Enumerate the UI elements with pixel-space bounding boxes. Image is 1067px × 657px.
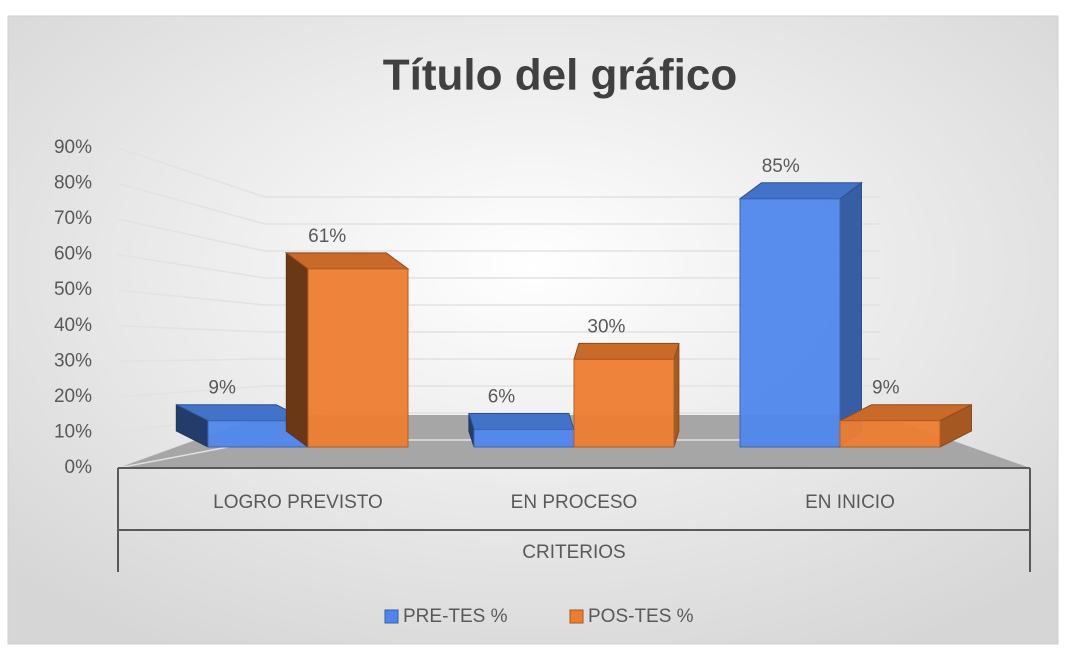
bar	[738, 181, 864, 448]
y-tick-label: 40%	[54, 315, 92, 336]
bar-side	[839, 181, 862, 448]
legend-swatch	[384, 609, 399, 624]
bar	[284, 251, 410, 448]
data-label: 9%	[872, 378, 900, 399]
bar-side	[673, 343, 680, 448]
x-axis-title: CRITERIOS	[522, 542, 625, 563]
y-tick-label: 10%	[54, 421, 92, 442]
grid-line	[117, 182, 880, 225]
grid-line	[117, 147, 880, 198]
grid-line	[117, 289, 880, 306]
bar-top	[284, 252, 410, 270]
x-tick-label: EN PROCESO	[511, 492, 638, 513]
data-label: 30%	[587, 316, 625, 337]
bar-front	[473, 428, 575, 448]
bar-side	[285, 251, 309, 448]
grid-line	[117, 325, 880, 333]
bar-front	[307, 268, 409, 448]
bar	[468, 412, 575, 448]
x-tick-label: EN INICIO	[805, 492, 895, 513]
bar-front	[739, 198, 841, 448]
bar	[839, 403, 972, 448]
y-tick-label: 90%	[54, 137, 92, 158]
grid-line	[117, 253, 880, 279]
data-label: 6%	[488, 386, 516, 407]
data-label: 61%	[308, 226, 346, 247]
y-tick-label: 30%	[54, 350, 92, 371]
bar	[573, 342, 680, 448]
bar-top	[573, 342, 680, 360]
bar-front	[839, 420, 941, 448]
data-label: 9%	[208, 378, 236, 399]
y-tick-label: 20%	[54, 386, 92, 407]
chart-title: Título del gráfico	[383, 51, 737, 100]
bar-front	[573, 358, 675, 448]
bar-top	[738, 182, 864, 200]
y-tick-label: 60%	[54, 244, 92, 265]
legend-label: POS-TES %	[588, 606, 694, 627]
grid-line	[117, 218, 880, 252]
y-tick-label: 70%	[54, 208, 92, 229]
y-tick-label: 50%	[54, 279, 92, 300]
bar-top	[468, 412, 575, 430]
data-label: 85%	[762, 156, 800, 177]
y-tick-label: 0%	[65, 457, 93, 478]
legend-label: PRE-TES %	[403, 606, 508, 627]
legend-swatch	[569, 609, 584, 624]
x-tick-label: LOGRO PREVISTO	[213, 492, 383, 513]
chart-background	[7, 15, 1059, 645]
y-tick-label: 80%	[54, 173, 92, 194]
